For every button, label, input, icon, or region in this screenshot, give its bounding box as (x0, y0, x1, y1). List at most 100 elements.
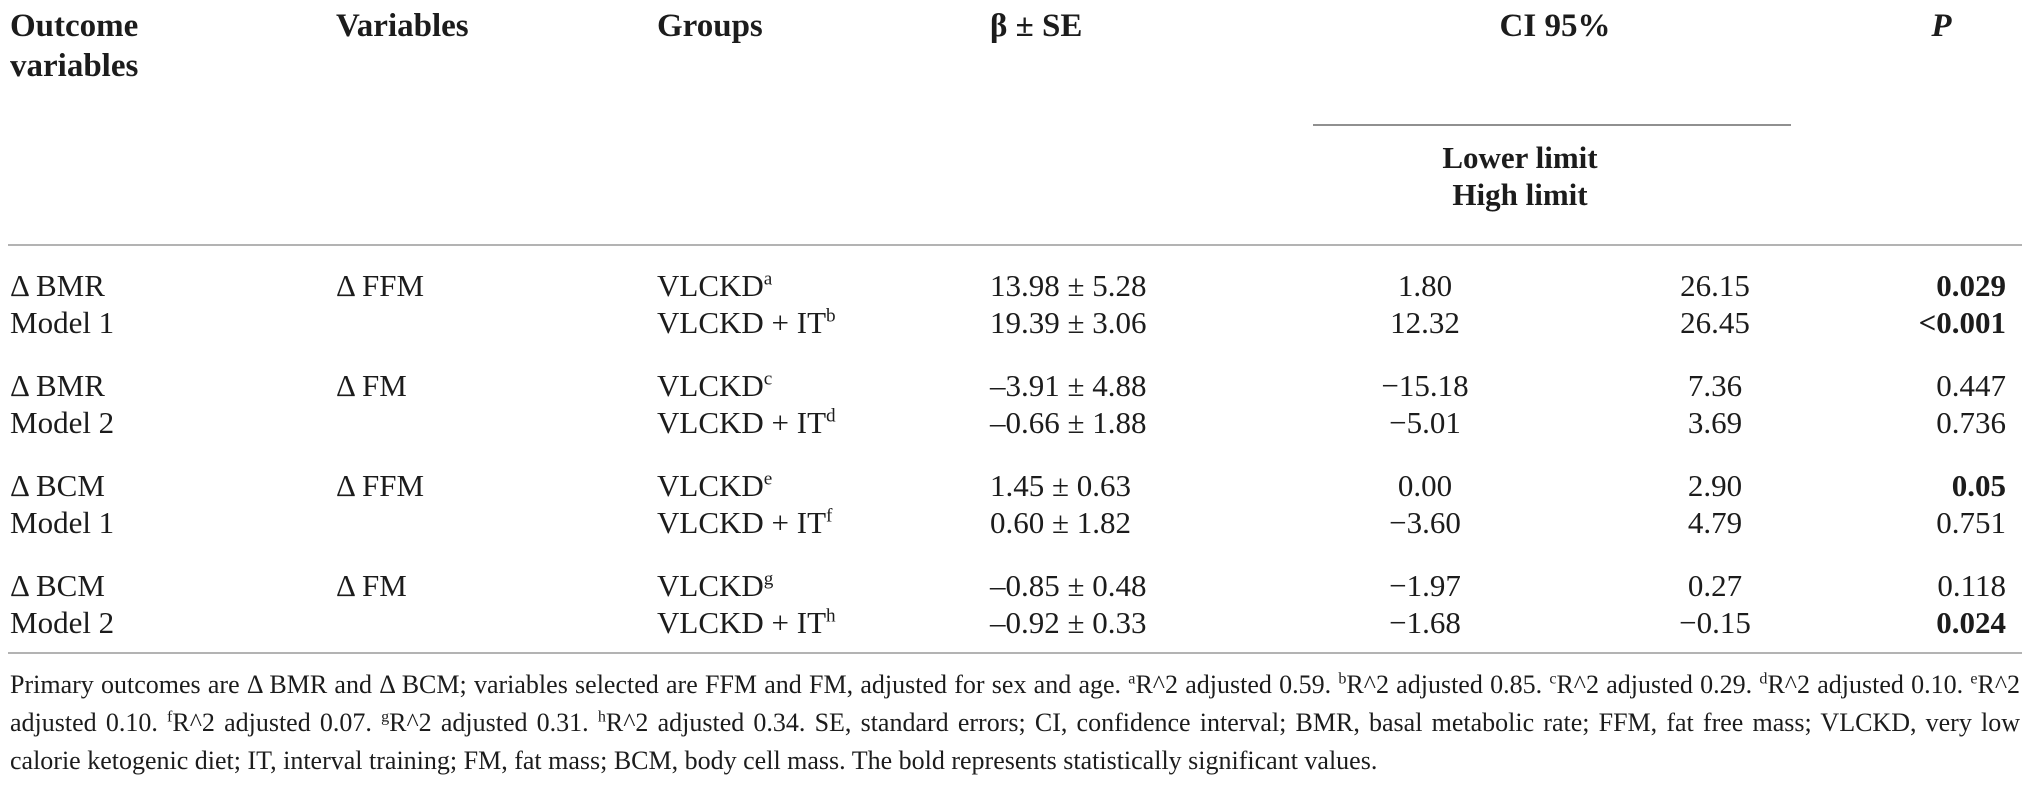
header-outcome-variables: Outcome variables (10, 6, 336, 86)
cell-group: VLCKD + ITb (657, 304, 990, 341)
footnote-segment-c: R^2 adjusted 0.29. (1556, 670, 1760, 699)
cell-lower-limit: −15.18 (1381, 368, 1469, 403)
table-row: Model 2 VLCKD + ITh –0.92 ± 0.33 −1.68 −… (0, 604, 2018, 641)
cell-group-superscript: g (763, 568, 774, 590)
cell-p-value: 0.024 (1936, 605, 2006, 640)
cell-p-value: 0.05 (1951, 468, 2006, 503)
cell-variable (336, 304, 657, 341)
cell-variable (336, 604, 657, 641)
table-rule-bottom (8, 652, 2022, 654)
cell-high-limit: 3.69 (1687, 405, 1743, 440)
footnote-superscript-h: h (597, 708, 606, 726)
footnote-superscript-d: d (1759, 670, 1768, 688)
footnote-superscript-a: a (1128, 670, 1136, 688)
cell-lower-limit: −1.97 (1389, 568, 1461, 603)
table-row: Δ BMR Δ FM VLCKDc –3.91 ± 4.88 −15.18 7.… (0, 367, 2018, 404)
cell-high-limit: 26.15 (1680, 268, 1750, 303)
cell-beta-se: 13.98 ± 5.28 (990, 268, 1147, 303)
cell-group: VLCKDc (657, 367, 990, 404)
table-header-row: Outcome variables Variables Groups β ± S… (0, 6, 2018, 86)
table-row: Δ BCM Δ FFM VLCKDe 1.45 ± 0.63 0.00 2.90… (0, 467, 2018, 504)
header-ci-95: CI 95% (1499, 8, 1611, 44)
cell-variable (336, 504, 657, 541)
cell-group-superscript: f (826, 505, 833, 527)
header-ci-sublabels: Lower limit High limit (1235, 139, 1805, 213)
cell-beta-se: –0.92 ± 0.33 (990, 605, 1147, 640)
footnote-segment-a: R^2 adjusted 0.59. (1135, 670, 1339, 699)
footnote-superscript-e: e (1970, 670, 1978, 688)
cell-high-limit: 2.90 (1687, 468, 1743, 503)
cell-high-limit: 7.36 (1687, 368, 1743, 403)
header-lower-limit: Lower limit (1442, 140, 1598, 175)
cell-group-superscript: c (763, 368, 773, 390)
cell-p-value: 0.751 (1936, 505, 2006, 540)
cell-variable (336, 404, 657, 441)
cell-group: VLCKD + ITh (657, 604, 990, 641)
table-row: Model 1 VLCKD + ITf 0.60 ± 1.82 −3.60 4.… (0, 504, 2018, 541)
cell-outcome: Δ BMR (10, 368, 105, 403)
footnote-segment-g: R^2 adjusted 0.31. (389, 708, 598, 737)
cell-variable: Δ FM (336, 568, 407, 603)
cell-beta-se: 1.45 ± 0.63 (990, 468, 1132, 503)
cell-p-value: 0.118 (1937, 568, 2006, 603)
cell-group-label: VLCKD + IT (657, 505, 827, 540)
header-beta-se: β ± SE (990, 8, 1083, 44)
cell-outcome: Model 1 (10, 305, 115, 340)
cell-lower-limit: 1.80 (1397, 268, 1453, 303)
cell-outcome: Model 2 (10, 605, 115, 640)
cell-lower-limit: −3.60 (1389, 505, 1461, 540)
cell-high-limit: 0.27 (1687, 568, 1743, 603)
header-groups: Groups (657, 8, 763, 44)
cell-group-label: VLCKD (657, 568, 764, 603)
cell-high-limit: 4.79 (1687, 505, 1743, 540)
cell-beta-se: 0.60 ± 1.82 (990, 505, 1132, 540)
cell-high-limit: 26.45 (1680, 305, 1750, 340)
footnote-segment-b: R^2 adjusted 0.85. (1346, 670, 1550, 699)
table-row: Model 1 VLCKD + ITb 19.39 ± 3.06 12.32 2… (0, 304, 2018, 341)
cell-p-value: 0.447 (1936, 368, 2006, 403)
cell-lower-limit: 12.32 (1390, 305, 1460, 340)
footnote-superscript-c: c (1549, 670, 1557, 688)
footnote-superscript-b: b (1338, 670, 1347, 688)
header-outcome-variables-label: Outcome variables (10, 8, 139, 84)
ci-group-underline (1313, 124, 1791, 126)
cell-group-superscript: e (763, 468, 773, 490)
cell-outcome: Δ BMR (10, 268, 105, 303)
cell-variable: Δ FM (336, 368, 407, 403)
header-high-limit: High limit (1452, 177, 1588, 212)
footnote-segment-h: R^2 adjusted 0.34. SE, standard errors; … (10, 708, 2021, 775)
cell-beta-se: –0.85 ± 0.48 (990, 568, 1147, 603)
cell-group-label: VLCKD (657, 368, 764, 403)
cell-group-label: VLCKD (657, 268, 764, 303)
cell-outcome: Δ BCM (10, 468, 105, 503)
footnote-segment-f: R^2 adjusted 0.07. (172, 708, 382, 737)
cell-beta-se: –3.91 ± 4.88 (990, 368, 1147, 403)
cell-group-label: VLCKD + IT (657, 605, 827, 640)
cell-group-superscript: h (826, 605, 836, 627)
cell-variable: Δ FFM (336, 268, 425, 303)
table-row: Δ BMR Δ FFM VLCKDa 13.98 ± 5.28 1.80 26.… (0, 267, 2018, 304)
cell-p-value: 0.736 (1936, 405, 2006, 440)
footnote-segment-d: R^2 adjusted 0.10. (1767, 670, 1971, 699)
cell-outcome: Model 2 (10, 405, 115, 440)
cell-p-value: <0.001 (1918, 305, 2006, 340)
table-rule-top (8, 244, 2022, 246)
cell-lower-limit: 0.00 (1397, 468, 1453, 503)
cell-group: VLCKD + ITf (657, 504, 990, 541)
cell-beta-se: –0.66 ± 1.88 (990, 405, 1147, 440)
cell-lower-limit: −1.68 (1389, 605, 1461, 640)
footnote-superscript-g: g (381, 708, 390, 726)
header-p: P (1931, 8, 1952, 44)
cell-variable: Δ FFM (336, 468, 425, 503)
cell-group-label: VLCKD (657, 468, 764, 503)
cell-outcome: Model 1 (10, 505, 115, 540)
cell-outcome: Δ BCM (10, 568, 105, 603)
table-footnote: Primary outcomes are Δ BMR and Δ BCM; va… (10, 666, 2020, 780)
header-variables: Variables (336, 8, 469, 44)
cell-lower-limit: −5.01 (1389, 405, 1461, 440)
table-row: Δ BCM Δ FM VLCKDg –0.85 ± 0.48 −1.97 0.2… (0, 567, 2018, 604)
cell-group-label: VLCKD + IT (657, 305, 827, 340)
footnote-segment-e: R^2 adjusted 0.10. (10, 670, 2021, 737)
cell-group: VLCKDe (657, 467, 990, 504)
